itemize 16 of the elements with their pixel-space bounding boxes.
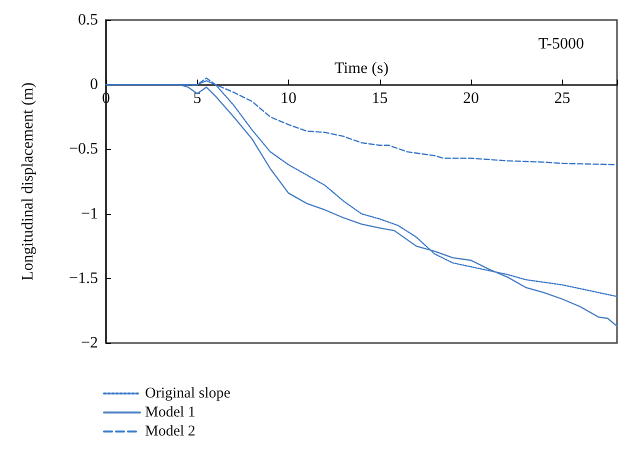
y-tick-label: −2 [80, 334, 98, 352]
annotation: T-5000 [538, 36, 584, 52]
x-tick-label: 25 [554, 90, 570, 108]
x-axis-title: Time (s) [334, 60, 389, 78]
y-axis-title: Longitudinal displacement (m) [20, 82, 36, 281]
y-tick-label: −1.5 [68, 270, 98, 287]
legend-label: Model 1 [145, 404, 196, 420]
y-tick-label: −1 [80, 205, 98, 222]
legend-label: Model 2 [145, 424, 196, 440]
x-tick-label: 15 [372, 90, 388, 108]
y-tick-label: 0.5 [78, 12, 98, 28]
legend-label: Original slope [145, 386, 231, 402]
y-tick-label: −0.5 [68, 140, 98, 158]
y-tick-label: 0 [90, 76, 98, 94]
x-tick-label: 10 [280, 90, 296, 108]
x-tick-label: 20 [463, 90, 479, 108]
